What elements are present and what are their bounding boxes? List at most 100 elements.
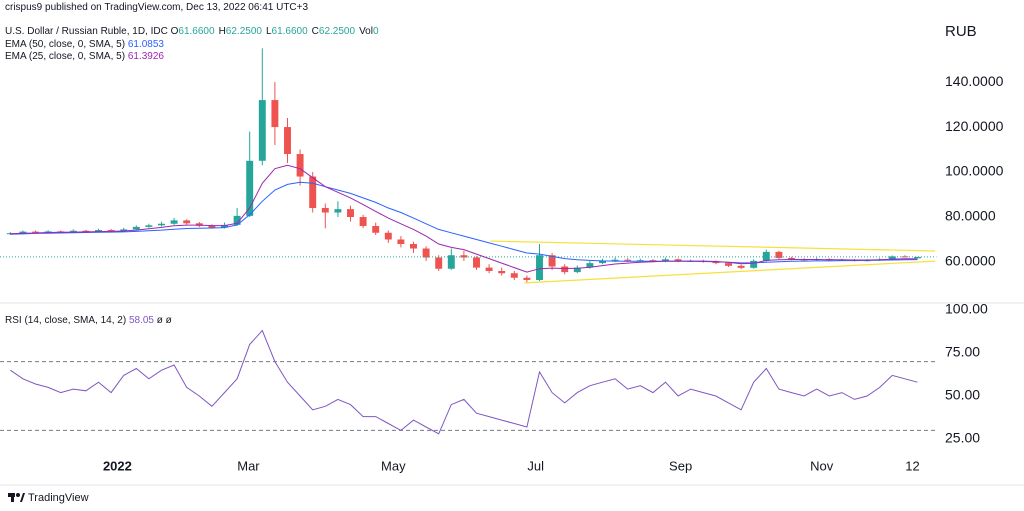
candle-body: [473, 257, 480, 268]
flags: ø ø: [156, 315, 172, 326]
candle-body: [888, 256, 896, 260]
candle-body: [195, 223, 203, 226]
legend-value: 61.3926: [127, 51, 164, 62]
candle-body: [158, 223, 165, 226]
candle-body: [145, 225, 153, 227]
candle-body: [712, 261, 720, 264]
candle-body: [19, 231, 27, 234]
ohlc-value: 62.2500: [225, 26, 262, 37]
ohlc-value: 61.6600: [271, 26, 308, 37]
series-line: [10, 329, 918, 435]
symbol-legend: U.S. Dollar / Russian Ruble, 1D, IDC O61…: [5, 26, 383, 38]
trendline: [524, 260, 936, 284]
candle-body: [69, 230, 77, 232]
candle-body: [586, 263, 594, 268]
candle-body: [536, 255, 543, 280]
candle-body: [208, 225, 216, 228]
candle-body: [674, 259, 682, 262]
candle-body: [233, 215, 241, 225]
legend-value: 58.05: [128, 315, 154, 326]
x-tick-label: Mar: [237, 458, 260, 473]
y-tick-label: 100.0000: [945, 163, 1004, 179]
y-tick-label: 75.00: [945, 344, 980, 360]
ohlc-label: H: [218, 26, 226, 37]
candle-body: [384, 232, 392, 240]
candle-body: [901, 256, 909, 258]
ohlc-value: 61.6600: [178, 26, 215, 37]
trendline: [490, 240, 936, 252]
y-tick-label: 100.00: [945, 301, 988, 317]
candle-body: [410, 244, 417, 249]
symbol: U.S. Dollar / Russian Ruble, 1D, IDC: [5, 26, 168, 37]
candle-body: [132, 226, 140, 230]
y-tick-label: 25.00: [945, 430, 980, 446]
x-tick-label: May: [381, 458, 406, 473]
y-tick-label: 60.0000: [945, 253, 996, 269]
tv-logo: [8, 493, 25, 502]
candle-body: [296, 154, 304, 177]
candle-body: [258, 100, 266, 161]
candle-body: [246, 160, 254, 216]
candle-body: [271, 100, 279, 128]
x-tick-label: Nov: [810, 458, 834, 473]
candle-body: [447, 255, 455, 269]
x-tick-label: Sep: [669, 458, 692, 473]
x-tick-label: 12: [905, 458, 919, 473]
legend-value: 61.0853: [127, 39, 164, 50]
candle-body: [372, 226, 380, 233]
candle-body: [662, 259, 669, 262]
ohlc: O61.6600 H62.2500 L61.6600 C62.2500 Vol0: [171, 26, 383, 37]
candle-body: [107, 230, 115, 232]
legend-name: EMA (50, close, 0, SMA, 5): [5, 39, 126, 50]
candle-body: [44, 231, 52, 233]
candle-body: [750, 260, 758, 268]
candle-body: [120, 229, 128, 231]
candle-body: [460, 255, 468, 258]
ema25-legend: EMA (25, close, 0, SMA, 5) 61.3926: [5, 51, 164, 63]
candle-body: [624, 259, 632, 261]
candle-body: [359, 217, 367, 227]
y-tick-label: 80.0000: [945, 208, 996, 224]
candle-body: [6, 233, 14, 235]
candle-body: [221, 224, 228, 228]
ohlc-value: 62.2500: [318, 26, 356, 37]
candle-body: [775, 251, 783, 258]
candle-body: [611, 259, 619, 261]
footer-brand: TradingView: [28, 492, 89, 504]
ohlc-label: L: [265, 26, 272, 37]
candle-body: [914, 256, 921, 259]
y-tick-label: 50.00: [945, 387, 980, 403]
candle-body: [95, 230, 102, 232]
x-tick-label: Jul: [527, 458, 544, 473]
legend-name: RSI (14, close, SMA, 14, 2): [5, 315, 127, 326]
rsi-legend: RSI (14, close, SMA, 14, 2) 58.05 ø ø: [5, 315, 172, 327]
candle-body: [737, 265, 745, 268]
candle-body: [762, 251, 770, 261]
y-tick-label: 120.0000: [945, 118, 1004, 134]
candle-body: [321, 208, 329, 213]
candle-body: [561, 266, 569, 273]
candle-body: [636, 260, 644, 262]
candle-body: [649, 260, 657, 262]
ohlc-label: Vol: [359, 26, 373, 37]
candle-body: [498, 270, 506, 274]
candle-body: [347, 209, 354, 218]
candle-body: [32, 231, 39, 233]
legend-name: EMA (25, close, 0, SMA, 5): [5, 51, 126, 62]
candle-body: [435, 257, 443, 269]
candle-body: [284, 127, 291, 155]
ema50-legend: EMA (50, close, 0, SMA, 5) 61.0853: [5, 39, 164, 51]
candle-body: [510, 273, 518, 278]
series-line: [10, 164, 918, 273]
x-tick-label: 2022: [103, 458, 132, 473]
candle-body: [170, 220, 178, 224]
candle-body: [548, 255, 556, 267]
candle-body: [599, 260, 606, 264]
candle-body: [725, 263, 732, 266]
candle-body: [309, 176, 317, 209]
candle-body: [82, 230, 90, 232]
candle-body: [183, 220, 191, 224]
candle-body: [334, 209, 342, 213]
